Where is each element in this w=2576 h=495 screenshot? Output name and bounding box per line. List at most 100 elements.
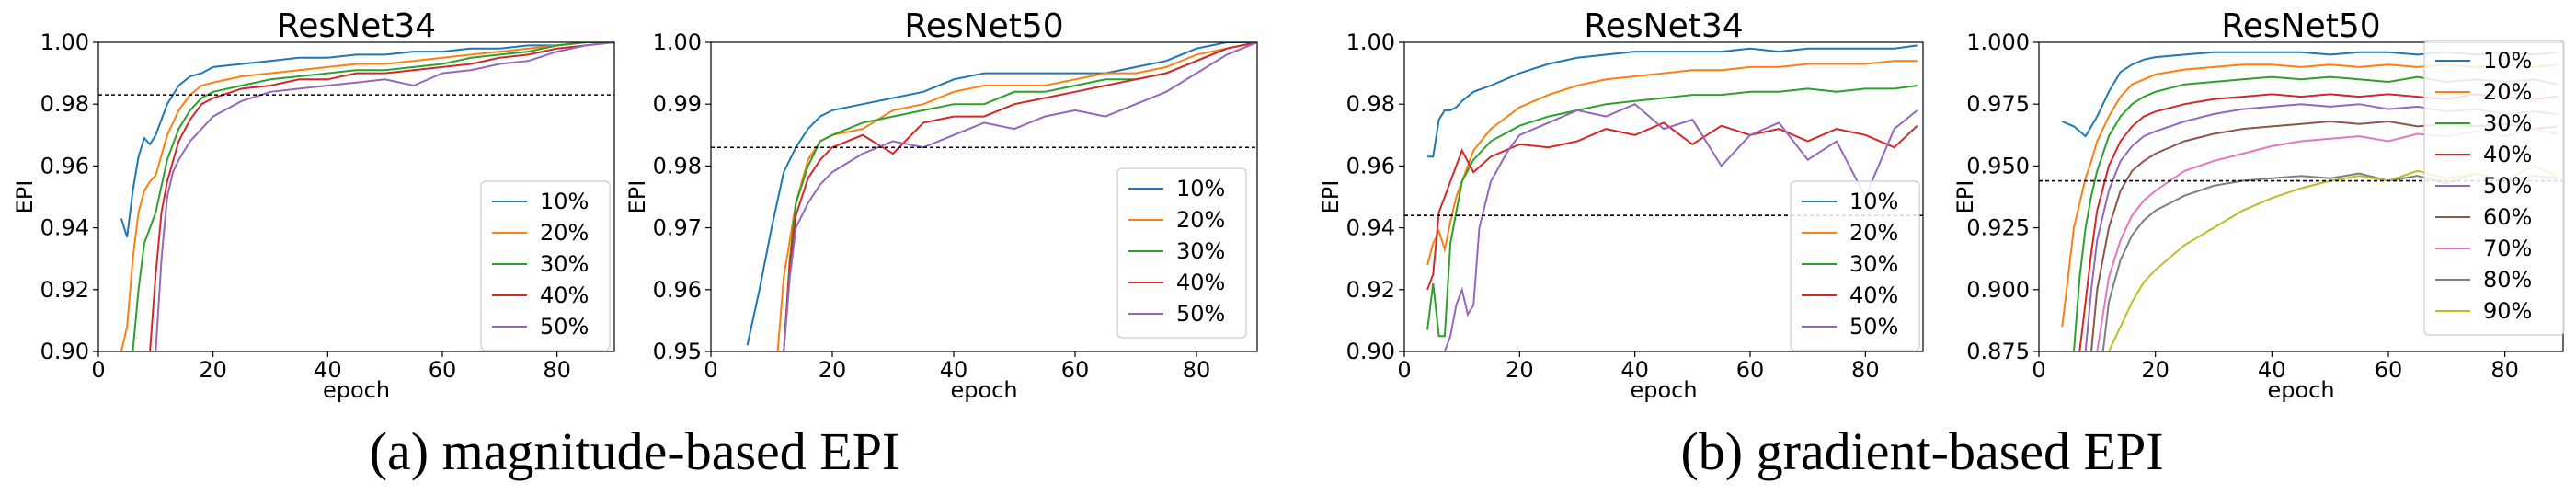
y-tick-label: 0.90 [40, 339, 89, 364]
x-tick-label: 60 [1061, 357, 1090, 383]
legend-label: 30% [540, 251, 589, 277]
y-tick-label: 0.900 [1966, 277, 2030, 303]
caption-b: (b) gradient-based EPI [1680, 421, 2163, 481]
legend-label: 40% [540, 282, 589, 308]
y-tick-label: 1.00 [40, 29, 89, 55]
x-tick-label: 60 [429, 357, 457, 383]
legend-label: 10% [2483, 48, 2532, 74]
x-axis-label: epoch [950, 377, 1017, 403]
legend-label: 50% [1849, 314, 1898, 340]
legend-label: 20% [540, 220, 589, 246]
series-line-30pct [1426, 85, 1918, 338]
y-tick-label: 0.875 [1966, 339, 2030, 364]
legend-label: 40% [1176, 270, 1225, 295]
series-line-50pct [1443, 103, 1918, 351]
x-tick-label: 20 [199, 357, 227, 383]
series-line-30pct [132, 42, 614, 351]
x-tick-label: 40 [1620, 357, 1649, 383]
y-tick-label: 0.99 [653, 91, 702, 117]
y-tick-label: 0.96 [653, 277, 702, 303]
y-tick-label: 0.98 [1346, 91, 1395, 117]
y-tick-label: 1.00 [653, 29, 702, 55]
series-line-10pct [746, 42, 1257, 346]
x-tick-label: 0 [1397, 357, 1411, 383]
y-tick-label: 0.92 [40, 277, 89, 303]
y-tick-label: 0.975 [1966, 91, 2030, 117]
legend-label: 20% [1176, 207, 1225, 233]
legend-label: 80% [2483, 267, 2532, 293]
series-line-10pct [120, 42, 614, 237]
series-line-40pct [149, 42, 614, 351]
legend-label: 30% [1849, 251, 1898, 277]
legend-label: 20% [1849, 220, 1898, 246]
series-line-40pct [1426, 121, 1918, 291]
legend-label: 10% [1176, 176, 1225, 201]
legend-label: 40% [1849, 282, 1898, 308]
y-axis-label: EPI [12, 180, 38, 214]
series-group [1426, 44, 1918, 351]
y-tick-label: 0.94 [1346, 215, 1395, 241]
x-tick-label: 80 [1183, 357, 1211, 383]
chart-panel-2: ResNet50 0 20 40 60 80 0.95 0.96 0.97 0.98 0.99 1.… [624, 7, 1258, 403]
legend-label: 50% [2483, 173, 2532, 199]
legend-box [1116, 167, 1247, 339]
y-tick-label: 0.94 [40, 215, 89, 241]
x-tick-label: 20 [1506, 357, 1534, 383]
y-tick-label: 0.925 [1966, 215, 2030, 241]
chart-title: ResNet34 [277, 7, 436, 45]
x-axis-label: epoch [2267, 377, 2334, 403]
y-tick-label: 0.90 [1346, 339, 1395, 364]
legend-label: 30% [1176, 238, 1225, 264]
series-line-50pct [155, 42, 614, 351]
legend-label: 20% [2483, 79, 2532, 105]
legend-label: 40% [2483, 142, 2532, 167]
x-tick-label: 80 [543, 357, 571, 383]
legend-box [480, 180, 611, 351]
series-line-20pct [1426, 60, 1918, 266]
series-line-10pct [1427, 44, 1918, 158]
chart-panel-1: ResNet34 0 20 40 60 80 0.90 0.92 0.94 0.96 0.98 1.… [12, 7, 615, 403]
axes-frame [1403, 41, 1924, 352]
legend-label: 70% [2483, 236, 2532, 261]
y-axis-label: EPI [1318, 180, 1344, 214]
y-tick-label: 0.950 [1966, 153, 2030, 178]
chart-title: ResNet50 [2221, 7, 2380, 45]
y-tick-label: 0.97 [653, 215, 702, 241]
x-axis-label: epoch [323, 377, 390, 403]
legend-box [1790, 180, 1920, 351]
x-tick-label: 40 [940, 357, 968, 383]
x-tick-label: 20 [2141, 357, 2170, 383]
chart-panel-3: ResNet34 0 20 40 60 80 0.90 0.92 0.94 0.96 0.98 1.… [1318, 7, 1924, 403]
x-tick-label: 0 [704, 357, 717, 383]
legend-box [2423, 40, 2565, 336]
y-axis-label: EPI [1952, 180, 1978, 214]
chart-panel-4: ResNet50 0 20 40 60 80 0.875 0.900 0.925 0.950 0.… [1952, 7, 2565, 403]
y-tick-label: 0.96 [40, 153, 89, 178]
legend-label: 10% [1849, 189, 1898, 214]
x-axis-label: epoch [1630, 377, 1697, 403]
chart-title: ResNet34 [1584, 7, 1743, 45]
legend-label: 90% [2483, 298, 2532, 324]
x-tick-label: 80 [2490, 357, 2519, 383]
caption-a: (a) magnitude-based EPI [370, 421, 900, 481]
x-tick-label: 40 [2258, 357, 2286, 383]
axes-frame [97, 41, 615, 352]
x-tick-label: 80 [1851, 357, 1880, 383]
legend-label: 10% [540, 189, 589, 214]
y-tick-label: 0.95 [653, 339, 702, 364]
x-tick-label: 40 [314, 357, 342, 383]
chart-title: ResNet50 [904, 7, 1063, 45]
legend-label: 60% [2483, 204, 2532, 230]
legend-label: 30% [2483, 110, 2532, 136]
x-tick-label: 0 [2032, 357, 2045, 383]
y-tick-label: 1.000 [1966, 29, 2030, 55]
y-tick-label: 0.92 [1346, 277, 1395, 303]
axes-frame [710, 41, 1258, 352]
x-tick-label: 60 [1736, 357, 1765, 383]
y-tick-label: 0.98 [653, 153, 702, 178]
series-line-20pct [776, 42, 1257, 351]
x-tick-label: 60 [2375, 357, 2403, 383]
legend-label: 50% [540, 314, 589, 340]
y-axis-label: EPI [624, 180, 650, 214]
y-tick-label: 0.96 [1346, 153, 1395, 178]
